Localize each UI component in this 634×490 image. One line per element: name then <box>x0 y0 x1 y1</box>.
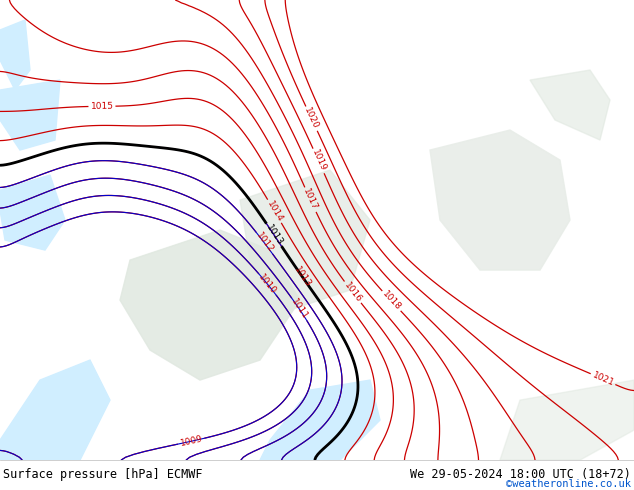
Text: Surface pressure [hPa] ECMWF: Surface pressure [hPa] ECMWF <box>3 467 203 481</box>
Text: 1015: 1015 <box>91 102 113 111</box>
Polygon shape <box>0 20 30 90</box>
Text: 1019: 1019 <box>310 148 327 173</box>
Text: 1020: 1020 <box>302 106 320 131</box>
Text: 1014: 1014 <box>265 199 284 223</box>
Text: 1011: 1011 <box>289 297 309 321</box>
Polygon shape <box>240 170 370 310</box>
Polygon shape <box>530 70 610 140</box>
Text: 1013: 1013 <box>264 223 284 247</box>
Text: We 29-05-2024 18:00 UTC (18+72): We 29-05-2024 18:00 UTC (18+72) <box>410 467 631 481</box>
Polygon shape <box>0 80 60 150</box>
Polygon shape <box>260 380 380 460</box>
Polygon shape <box>120 230 300 380</box>
Text: 1018: 1018 <box>380 290 403 313</box>
Text: 1012: 1012 <box>254 231 275 255</box>
Text: ©weatheronline.co.uk: ©weatheronline.co.uk <box>506 479 631 489</box>
Text: 1009: 1009 <box>179 434 204 448</box>
Text: 1016: 1016 <box>342 280 363 304</box>
Text: 1013: 1013 <box>292 265 313 289</box>
Polygon shape <box>500 380 634 460</box>
Text: 1021: 1021 <box>591 370 616 388</box>
Polygon shape <box>430 130 570 270</box>
Text: 1017: 1017 <box>302 187 320 212</box>
Polygon shape <box>0 175 65 250</box>
Polygon shape <box>0 360 110 460</box>
Text: 1010: 1010 <box>257 272 278 296</box>
